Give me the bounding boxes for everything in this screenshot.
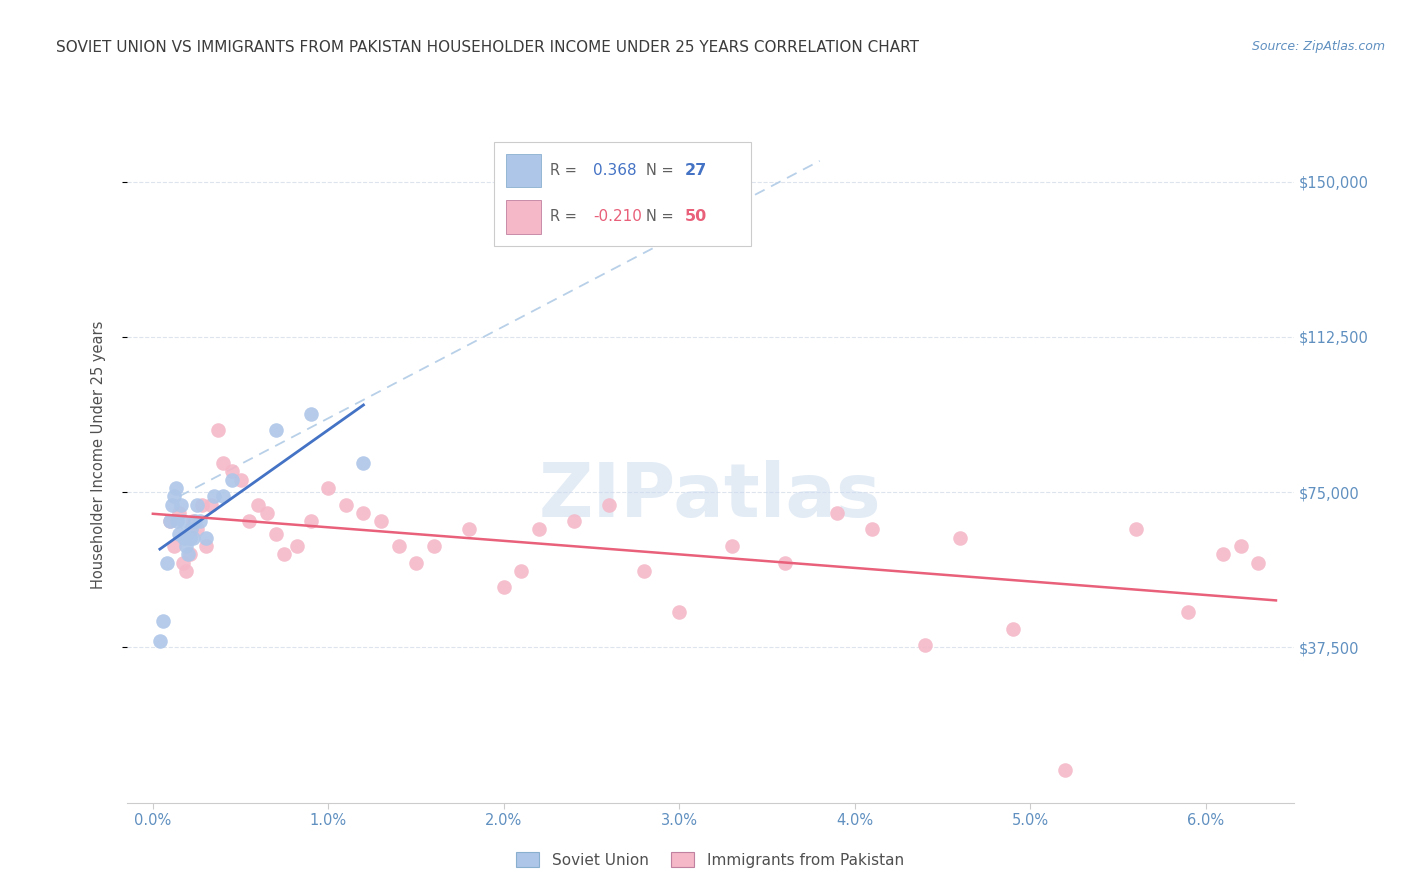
- Point: [299, 407, 322, 421]
- Point: [721, 539, 744, 553]
- Text: N =: N =: [645, 163, 678, 178]
- Point: [510, 564, 533, 578]
- Point: [318, 481, 340, 495]
- Point: [387, 539, 409, 553]
- Point: [181, 514, 204, 528]
- Point: [352, 506, 374, 520]
- Point: [1054, 763, 1077, 777]
- Point: [221, 473, 243, 487]
- Point: [1125, 523, 1147, 537]
- Point: [172, 514, 194, 528]
- Point: [179, 531, 201, 545]
- Point: [773, 556, 796, 570]
- Point: [174, 539, 197, 553]
- Point: [335, 498, 357, 512]
- Point: [184, 514, 207, 528]
- Point: [181, 531, 204, 545]
- Point: [194, 539, 217, 553]
- Point: [562, 514, 585, 528]
- Point: [156, 556, 179, 570]
- Point: [200, 498, 222, 512]
- Point: [180, 523, 202, 537]
- Point: [264, 423, 287, 437]
- Point: [207, 423, 229, 437]
- Point: [194, 531, 217, 545]
- Point: [163, 489, 186, 503]
- Point: [221, 465, 243, 479]
- Point: [1247, 556, 1270, 570]
- Point: [159, 514, 181, 528]
- Point: [914, 639, 936, 653]
- Text: Source: ZipAtlas.com: Source: ZipAtlas.com: [1251, 40, 1385, 54]
- Point: [1212, 547, 1234, 561]
- Text: ZIPatlas: ZIPatlas: [538, 460, 882, 533]
- Point: [1001, 622, 1024, 636]
- Point: [598, 498, 620, 512]
- Point: [173, 531, 195, 545]
- Point: [163, 539, 186, 553]
- Point: [352, 456, 374, 470]
- Point: [186, 523, 208, 537]
- Point: [422, 539, 444, 553]
- Point: [167, 526, 190, 541]
- Point: [238, 514, 260, 528]
- Point: [1230, 539, 1253, 553]
- Point: [860, 523, 883, 537]
- Point: [229, 473, 252, 487]
- Point: [633, 564, 655, 578]
- Text: 27: 27: [685, 163, 707, 178]
- Text: R =: R =: [550, 210, 582, 225]
- Point: [492, 581, 515, 595]
- Point: [188, 514, 211, 528]
- Point: [165, 481, 187, 495]
- Point: [160, 498, 183, 512]
- Point: [172, 556, 194, 570]
- Point: [174, 564, 197, 578]
- FancyBboxPatch shape: [494, 142, 751, 246]
- Point: [256, 506, 278, 520]
- Point: [668, 605, 690, 619]
- Point: [149, 634, 172, 648]
- Point: [159, 514, 181, 528]
- Text: N =: N =: [645, 210, 678, 225]
- Text: 0.368: 0.368: [593, 163, 637, 178]
- Point: [273, 547, 295, 561]
- Point: [264, 526, 287, 541]
- FancyBboxPatch shape: [506, 201, 541, 234]
- FancyBboxPatch shape: [506, 153, 541, 187]
- Point: [170, 498, 193, 512]
- Point: [167, 506, 190, 520]
- Point: [370, 514, 392, 528]
- Point: [212, 456, 235, 470]
- Point: [1177, 605, 1199, 619]
- Point: [527, 523, 550, 537]
- Text: SOVIET UNION VS IMMIGRANTS FROM PAKISTAN HOUSEHOLDER INCOME UNDER 25 YEARS CORRE: SOVIET UNION VS IMMIGRANTS FROM PAKISTAN…: [56, 40, 920, 55]
- Point: [177, 547, 200, 561]
- Text: 50: 50: [685, 210, 707, 225]
- Point: [299, 514, 322, 528]
- Point: [152, 614, 174, 628]
- Point: [191, 498, 214, 512]
- Point: [186, 498, 208, 512]
- Y-axis label: Householder Income Under 25 years: Householder Income Under 25 years: [91, 321, 105, 589]
- Point: [212, 489, 235, 503]
- Text: R =: R =: [550, 163, 582, 178]
- Point: [949, 531, 972, 545]
- Point: [166, 514, 188, 528]
- Point: [202, 489, 225, 503]
- Text: -0.210: -0.210: [593, 210, 643, 225]
- Point: [405, 556, 427, 570]
- Point: [825, 506, 848, 520]
- Point: [285, 539, 308, 553]
- Point: [457, 523, 479, 537]
- Point: [179, 547, 201, 561]
- Point: [247, 498, 270, 512]
- Legend: Soviet Union, Immigrants from Pakistan: Soviet Union, Immigrants from Pakistan: [509, 844, 911, 875]
